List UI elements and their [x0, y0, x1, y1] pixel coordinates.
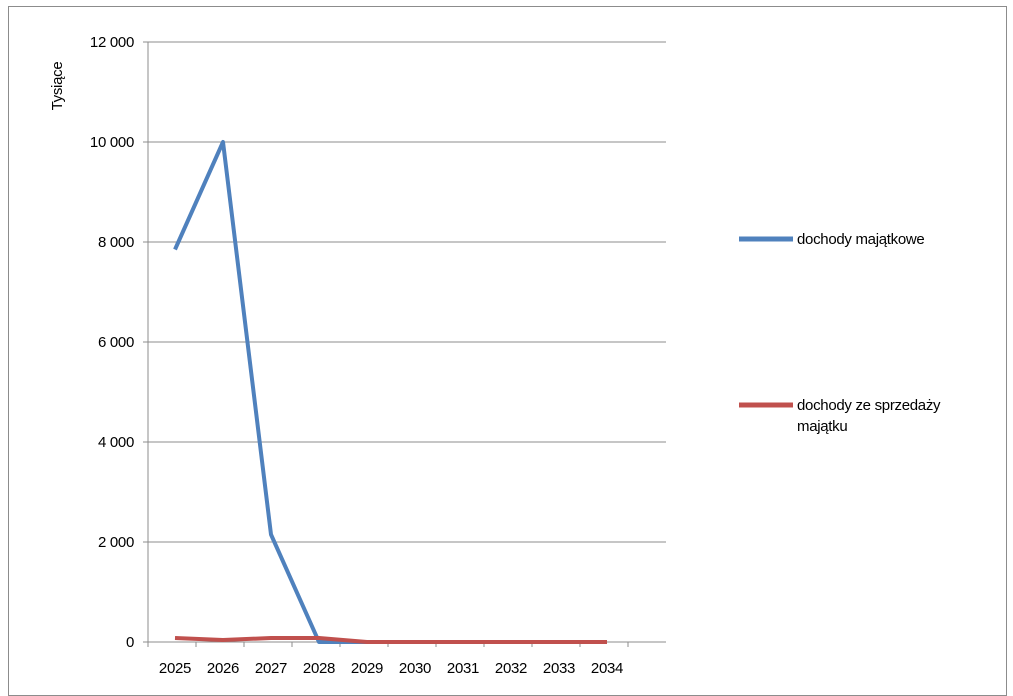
- x-tick-label: 2030: [399, 660, 431, 677]
- y-tick-label: 4 000: [98, 434, 134, 451]
- y-tick-label: 6 000: [98, 334, 134, 351]
- x-tick-label: 2032: [495, 660, 527, 677]
- x-tick-label: 2026: [207, 660, 239, 677]
- axes: [143, 41, 666, 647]
- legend-label-2: dochody ze sprzedaży: [797, 397, 941, 414]
- x-tick-label: 2028: [303, 660, 335, 677]
- gridlines: [148, 41, 666, 543]
- y-axis-title: Tysiące: [49, 62, 66, 111]
- tick-labels: 0 2 000 4 000 6 000 8 000 10 000 12 000 2025 202…: [90, 34, 623, 677]
- legend: dochody majątkowe dochody ze sprzedaży maj…: [739, 231, 941, 435]
- legend-label-1: dochody majątkowe: [797, 231, 924, 248]
- line-chart: 0 2 000 4 000 6 000 8 000 10 000 12 000 2025 202…: [49, 34, 941, 677]
- y-tick-label: 0: [126, 634, 134, 651]
- x-tick-label: 2031: [447, 660, 479, 677]
- x-tick-label: 2029: [351, 660, 383, 677]
- y-tick-label: 10 000: [90, 134, 134, 151]
- y-tick-label: 12 000: [90, 34, 134, 51]
- x-tick-label: 2033: [543, 660, 575, 677]
- series-line-2: [174, 636, 607, 644]
- chart-frame: 0 2 000 4 000 6 000 8 000 10 000 12 000 2025 202…: [8, 6, 1007, 696]
- series-line-1: [173, 140, 607, 644]
- series-lines: [173, 140, 607, 644]
- y-tick-label: 2 000: [98, 534, 134, 551]
- x-tick-label: 2034: [591, 660, 623, 677]
- legend-label-2: majątku: [797, 418, 847, 435]
- x-tick-label: 2025: [159, 660, 191, 677]
- x-tick-label: 2027: [255, 660, 287, 677]
- y-tick-label: 8 000: [98, 234, 134, 251]
